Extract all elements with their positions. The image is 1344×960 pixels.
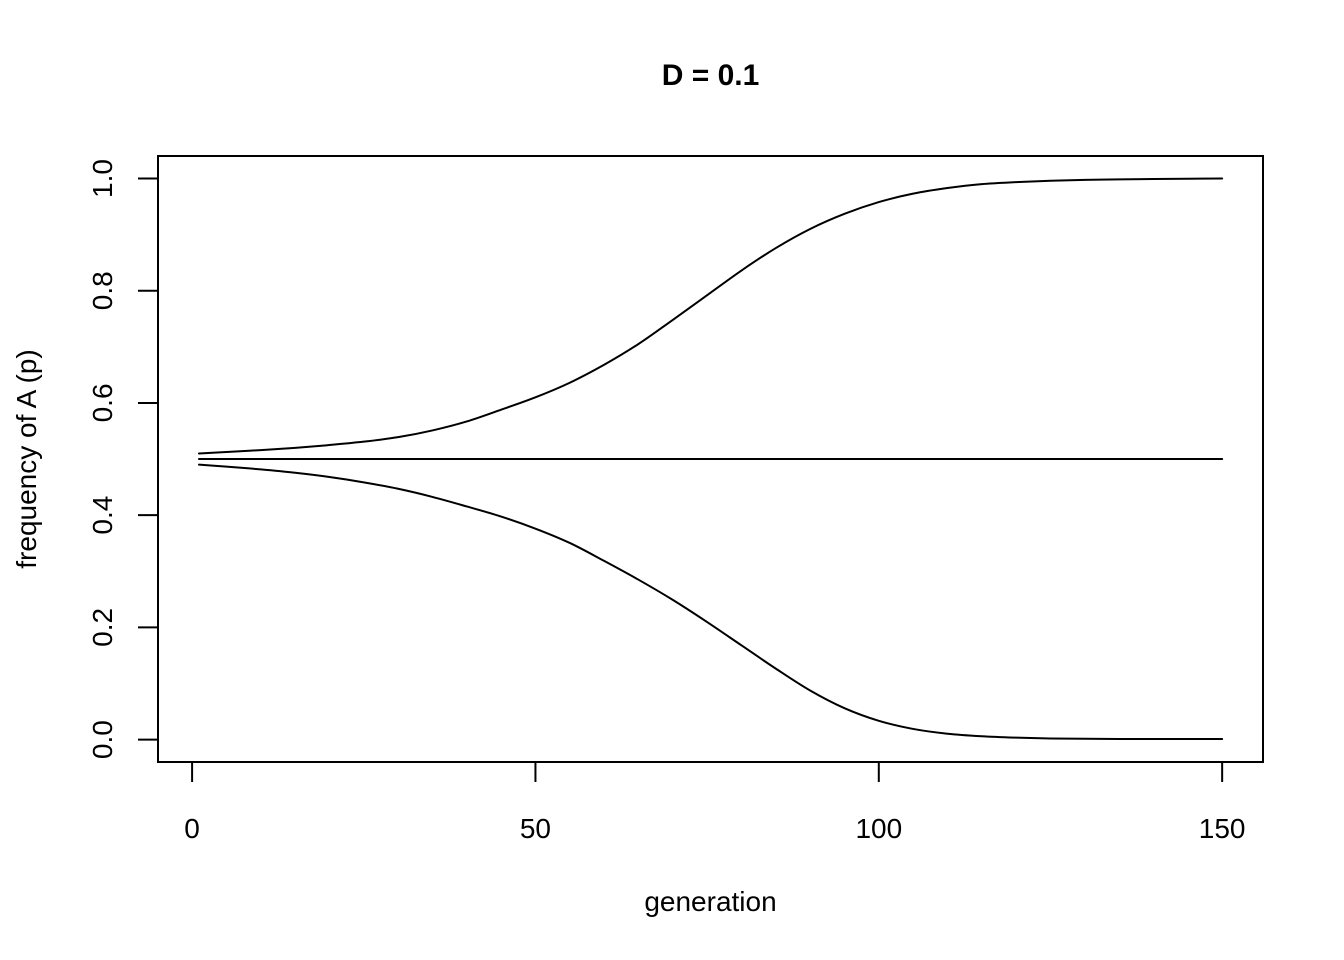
y-tick-label: 0.8 — [87, 271, 118, 310]
x-tick-label: 50 — [520, 813, 551, 844]
y-tick-label: 0.4 — [87, 496, 118, 535]
x-tick-label: 0 — [184, 813, 200, 844]
trajectory-curve-2 — [197, 463, 1224, 741]
plot-box — [157, 155, 1264, 763]
y-tick-label: 1.0 — [87, 159, 118, 198]
x-axis-title: generation — [644, 886, 777, 917]
x-tick-label: 100 — [855, 813, 902, 844]
plot-title: D = 0.1 — [661, 59, 760, 92]
y-tick-label: 0.6 — [87, 383, 118, 422]
trajectory-curve-0 — [197, 177, 1224, 455]
x-tick-label: 150 — [1199, 813, 1246, 844]
y-tick-label: 0.0 — [87, 720, 118, 759]
y-tick-label: 0.2 — [87, 608, 118, 647]
